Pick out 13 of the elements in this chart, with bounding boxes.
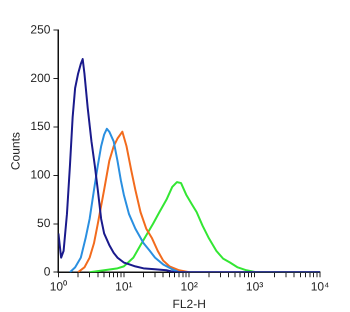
x-tick-label: 10¹: [115, 280, 132, 294]
y-tick-label: 50: [37, 216, 51, 230]
x-tick-label: 10³: [246, 280, 264, 294]
y-tick-label: 150: [30, 119, 51, 134]
y-axis-title: Counts: [8, 132, 23, 170]
y-tick-label: 200: [30, 70, 51, 85]
y-tick-label: 0: [44, 264, 51, 279]
y-tick-label: 100: [30, 168, 51, 182]
y-tick-label: 250: [30, 22, 51, 36]
x-tick-label: 10²: [180, 280, 198, 294]
x-tick-label: 10⁰: [50, 280, 68, 294]
x-axis-title: FL2-H: [172, 297, 206, 312]
x-tick-label: 10⁴: [310, 280, 330, 294]
